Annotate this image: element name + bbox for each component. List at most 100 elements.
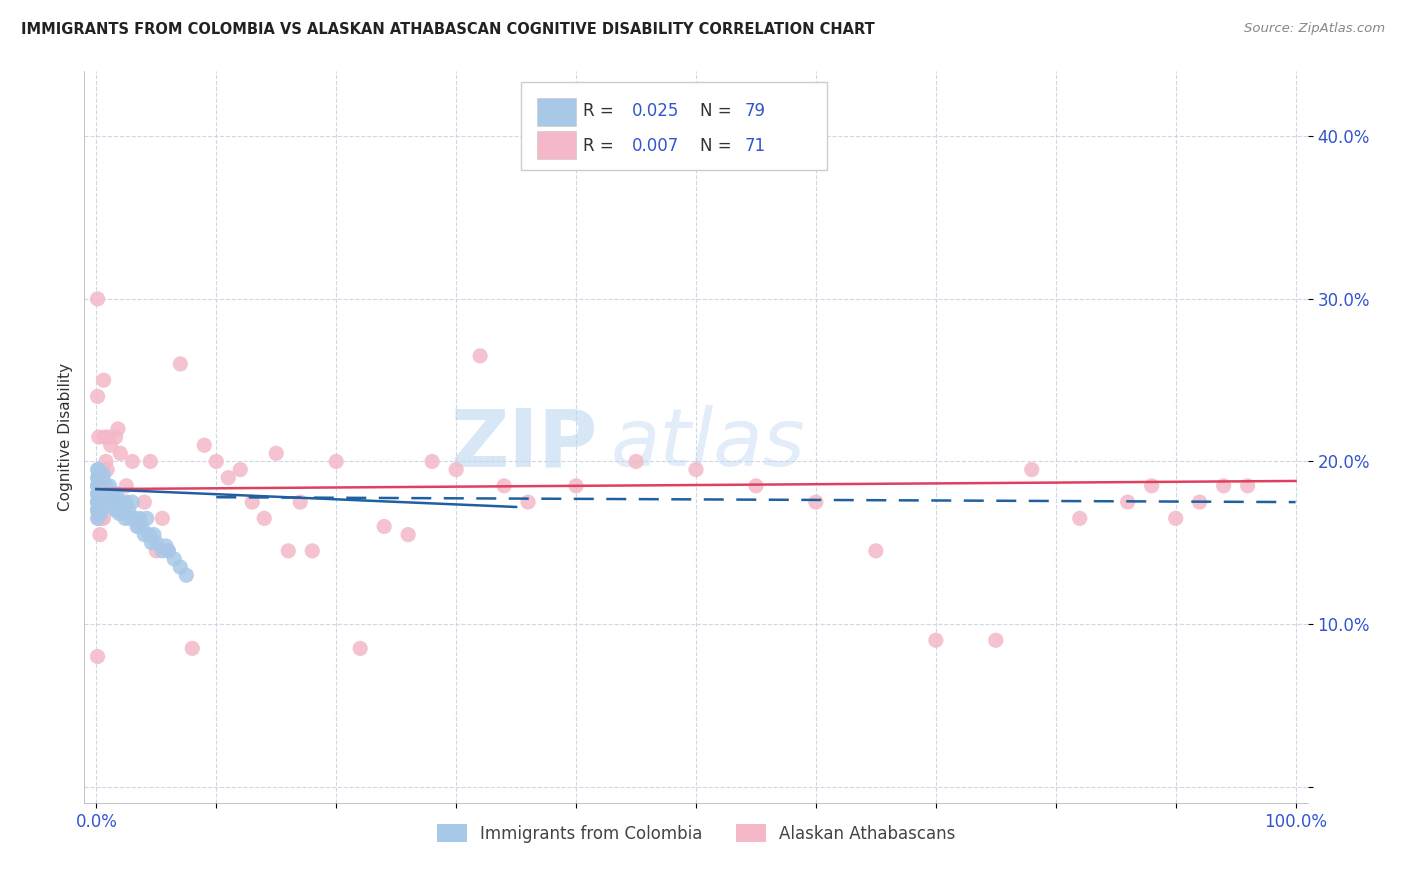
FancyBboxPatch shape <box>537 131 576 159</box>
Point <box>139 454 162 468</box>
Point <box>110 446 132 460</box>
Point <box>93 467 115 482</box>
Point <box>349 641 371 656</box>
Point <box>89 507 111 521</box>
Point <box>86 462 108 476</box>
Point <box>301 544 323 558</box>
Point <box>86 487 108 501</box>
Point <box>91 495 114 509</box>
Point <box>118 503 141 517</box>
Text: ZIP: ZIP <box>451 405 598 483</box>
Point <box>420 454 443 468</box>
Point <box>91 474 114 488</box>
Point <box>142 527 165 541</box>
Point <box>96 462 118 476</box>
Point <box>163 552 186 566</box>
Point <box>87 471 110 485</box>
Point <box>111 503 134 517</box>
Point <box>89 500 111 514</box>
Point <box>150 544 173 558</box>
Point <box>93 373 115 387</box>
Point <box>624 454 647 468</box>
Point <box>141 535 163 549</box>
Point <box>93 479 115 493</box>
Text: IMMIGRANTS FROM COLOMBIA VS ALASKAN ATHABASCAN COGNITIVE DISABILITY CORRELATION : IMMIGRANTS FROM COLOMBIA VS ALASKAN ATHA… <box>21 22 875 37</box>
Point <box>93 495 117 509</box>
Point <box>157 544 180 558</box>
Point <box>118 511 141 525</box>
Point <box>86 292 108 306</box>
Point <box>115 495 138 509</box>
Point <box>104 430 127 444</box>
Text: 71: 71 <box>745 137 766 155</box>
Point <box>97 430 120 444</box>
Point <box>128 511 150 525</box>
Point <box>396 527 419 541</box>
Point <box>124 511 146 525</box>
Point <box>138 527 160 541</box>
Point <box>984 633 1007 648</box>
Point <box>134 527 156 541</box>
Point <box>90 495 112 509</box>
Point <box>86 479 108 493</box>
Text: 79: 79 <box>745 102 766 120</box>
FancyBboxPatch shape <box>537 98 576 127</box>
Point <box>253 511 276 525</box>
Point <box>87 507 110 521</box>
Point <box>1116 495 1139 509</box>
Point <box>98 479 121 493</box>
Point <box>174 568 197 582</box>
Point <box>87 511 110 525</box>
Y-axis label: Cognitive Disability: Cognitive Disability <box>58 363 73 511</box>
Point <box>97 495 120 509</box>
Point <box>107 422 129 436</box>
Legend: Immigrants from Colombia, Alaskan Athabascans: Immigrants from Colombia, Alaskan Athaba… <box>430 818 962 849</box>
Point <box>87 490 110 504</box>
Point <box>87 430 110 444</box>
Point <box>87 495 110 509</box>
Point <box>86 495 108 509</box>
Point <box>87 462 110 476</box>
FancyBboxPatch shape <box>522 82 827 170</box>
Point <box>93 511 115 525</box>
Text: R =: R = <box>583 102 620 120</box>
Point <box>86 471 108 485</box>
Point <box>86 503 108 517</box>
Point <box>90 471 112 485</box>
Point <box>91 490 114 504</box>
Point <box>86 479 108 493</box>
Point <box>86 511 108 525</box>
Point <box>155 539 177 553</box>
Point <box>104 503 127 517</box>
Point <box>89 467 111 482</box>
Point <box>264 446 287 460</box>
Point <box>494 479 516 493</box>
Point <box>86 649 108 664</box>
Point <box>89 479 111 493</box>
Point <box>114 511 136 525</box>
Point <box>1021 462 1043 476</box>
Point <box>229 462 252 476</box>
Point <box>181 641 204 656</box>
Point <box>131 519 153 533</box>
Point <box>517 495 540 509</box>
Point <box>87 500 110 514</box>
Point <box>150 511 173 525</box>
Point <box>101 495 124 509</box>
Point <box>91 495 114 509</box>
Point <box>134 495 156 509</box>
Point <box>90 487 112 501</box>
Point <box>89 479 111 493</box>
Point <box>135 511 157 525</box>
Point <box>87 483 110 498</box>
Point <box>87 467 110 482</box>
Point <box>108 507 131 521</box>
Point <box>91 479 114 493</box>
Point <box>105 487 128 501</box>
Point <box>468 349 491 363</box>
Point <box>205 454 228 468</box>
Point <box>1164 511 1187 525</box>
Point <box>87 479 110 493</box>
Point <box>1188 495 1211 509</box>
Point <box>94 454 117 468</box>
